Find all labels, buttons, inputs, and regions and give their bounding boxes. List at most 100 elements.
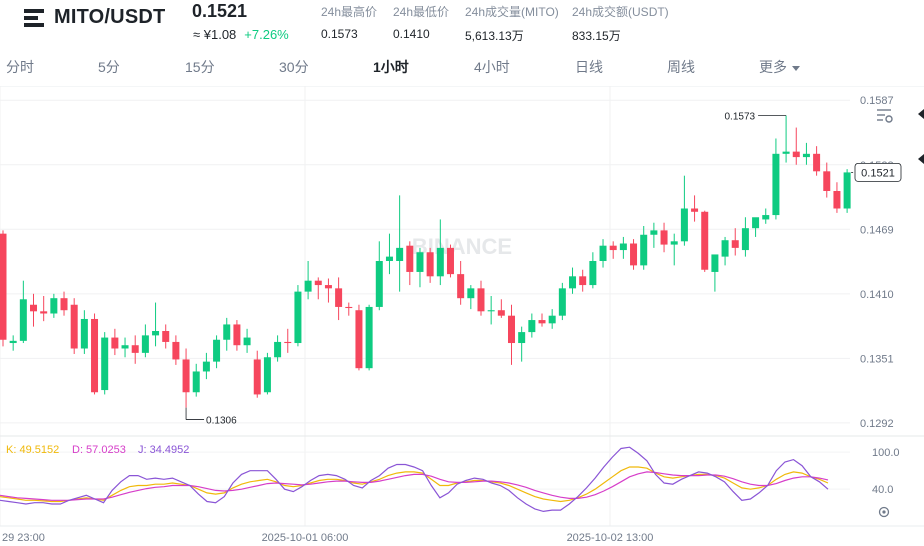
candle-up <box>640 234 648 266</box>
candle-down <box>579 276 587 286</box>
candle-up <box>50 298 58 314</box>
kdj-panel: 100.0 40.0 K: 49.5152 D: 57.0253 J: 34.4952 <box>0 444 900 518</box>
candle-down <box>792 151 800 158</box>
candle-up <box>569 276 577 289</box>
candle-down <box>233 324 241 346</box>
stat-24h-high: 24h最高价 0.1573 <box>321 3 377 41</box>
high-marker-label: 0.1573 <box>724 112 755 123</box>
candle-down <box>355 310 363 369</box>
candle-up <box>599 245 607 261</box>
candle-down <box>497 310 505 316</box>
candle-up <box>202 361 210 372</box>
tab-15m[interactable]: 15分 <box>185 59 215 75</box>
candle-up <box>192 371 200 393</box>
stat-label: 24h成交额(USDT) <box>572 5 669 19</box>
tab-5m[interactable]: 5分 <box>98 59 120 75</box>
stat-label: 24h成交量(MITO) <box>465 5 559 19</box>
time-tick-label: 2025-10-02 13:00 <box>567 532 654 544</box>
candle-down <box>162 331 170 342</box>
candle-up <box>752 217 760 229</box>
time-tick-label: 29 23:00 <box>2 532 45 544</box>
candle-down <box>91 318 99 393</box>
price-tick-label: 0.1469 <box>860 224 894 236</box>
price-alert-arrow-icon <box>918 154 924 164</box>
candle-up <box>365 306 373 369</box>
candle-down <box>40 311 48 314</box>
candle-up <box>436 247 444 277</box>
tab-30m[interactable]: 30分 <box>279 59 309 75</box>
candle-up <box>467 288 475 299</box>
candle-down <box>182 359 190 393</box>
candle-down <box>609 245 617 251</box>
candle-up <box>721 240 729 257</box>
candle-up <box>518 332 526 344</box>
kdj-tick-label: 40.0 <box>872 484 893 496</box>
stat-value: 833.15万 <box>572 29 621 43</box>
candle-down <box>30 304 38 312</box>
chart-settings-icon[interactable] <box>876 107 894 125</box>
candle-up <box>19 299 27 341</box>
candle-up <box>121 345 129 349</box>
tab-1w[interactable]: 周线 <box>667 59 695 75</box>
candle-down <box>284 341 292 344</box>
candle-up <box>762 215 770 220</box>
candle-down <box>731 240 739 248</box>
gear-ring <box>878 506 890 518</box>
candle-down <box>70 304 78 349</box>
candle-down <box>701 211 709 270</box>
tab-1d[interactable]: 日线 <box>575 59 603 75</box>
candle-down <box>314 280 322 286</box>
candle-down <box>426 252 434 277</box>
candle-down <box>457 274 465 299</box>
candle-up <box>274 341 282 358</box>
price-tick-label: 0.1292 <box>860 418 894 430</box>
candle-down <box>172 341 180 360</box>
stat-value: 0.1573 <box>321 27 358 41</box>
candle-down <box>111 337 119 349</box>
stat-label: 24h最高价 <box>321 5 378 19</box>
candle-up <box>589 261 597 286</box>
candle-up <box>650 230 658 235</box>
fiat-price: ≈ ¥1.08 <box>193 27 237 42</box>
gear-hub <box>882 510 886 514</box>
candle-down <box>813 153 821 172</box>
candle-up <box>152 331 160 336</box>
candle-up <box>802 153 810 158</box>
tab-time-sharing[interactable]: 分时 <box>6 59 34 75</box>
candle-up <box>263 357 271 393</box>
indicator-settings-icon[interactable] <box>878 506 890 518</box>
candle-up <box>619 243 627 251</box>
candle-down <box>538 320 546 324</box>
candle-down <box>335 288 343 307</box>
interval-tabs: 分时 5分 15分 30分 1小时 4小时 日线 周线 更多 <box>0 50 924 123</box>
candle-up <box>416 252 424 272</box>
candle-up <box>396 247 404 261</box>
stat-value: 5,613.13万 <box>465 29 524 43</box>
stat-24h-volume: 24h成交量(MITO) 5,613.13万 <box>465 3 559 44</box>
time-tick-label: 2025-10-01 06:00 <box>262 532 349 544</box>
candle-up <box>558 288 566 316</box>
candle-up <box>223 324 231 340</box>
fiat-price-row: ≈ ¥1.08 +7.26% <box>193 27 289 42</box>
candle-up <box>9 340 17 344</box>
candle-down <box>630 243 638 266</box>
candlestick-chart[interactable]: BINANCE 0.15870.15280.14690.14100.13510.… <box>0 86 924 546</box>
candle-up <box>487 310 495 312</box>
candle-down <box>691 208 699 212</box>
last-price: 0.1521 <box>192 1 248 21</box>
candle-up <box>528 320 536 333</box>
tab-1h[interactable]: 1小时 <box>373 59 409 75</box>
tab-more[interactable]: 更多 <box>759 57 800 77</box>
candle-down <box>833 191 841 209</box>
candle-up <box>294 291 302 344</box>
exchange-logo-icon[interactable] <box>24 8 44 28</box>
kdj-legend-label: K: 49.5152 <box>6 444 59 456</box>
low-marker-label: 0.1306 <box>206 416 237 427</box>
candle-up <box>375 261 383 307</box>
trading-pair[interactable]: MITO/USDT <box>54 6 166 28</box>
candle-down <box>253 359 261 395</box>
tab-4h[interactable]: 4小时 <box>474 59 510 75</box>
candle-down <box>60 298 68 311</box>
kdj-legend-label: D: 57.0253 <box>72 444 126 456</box>
